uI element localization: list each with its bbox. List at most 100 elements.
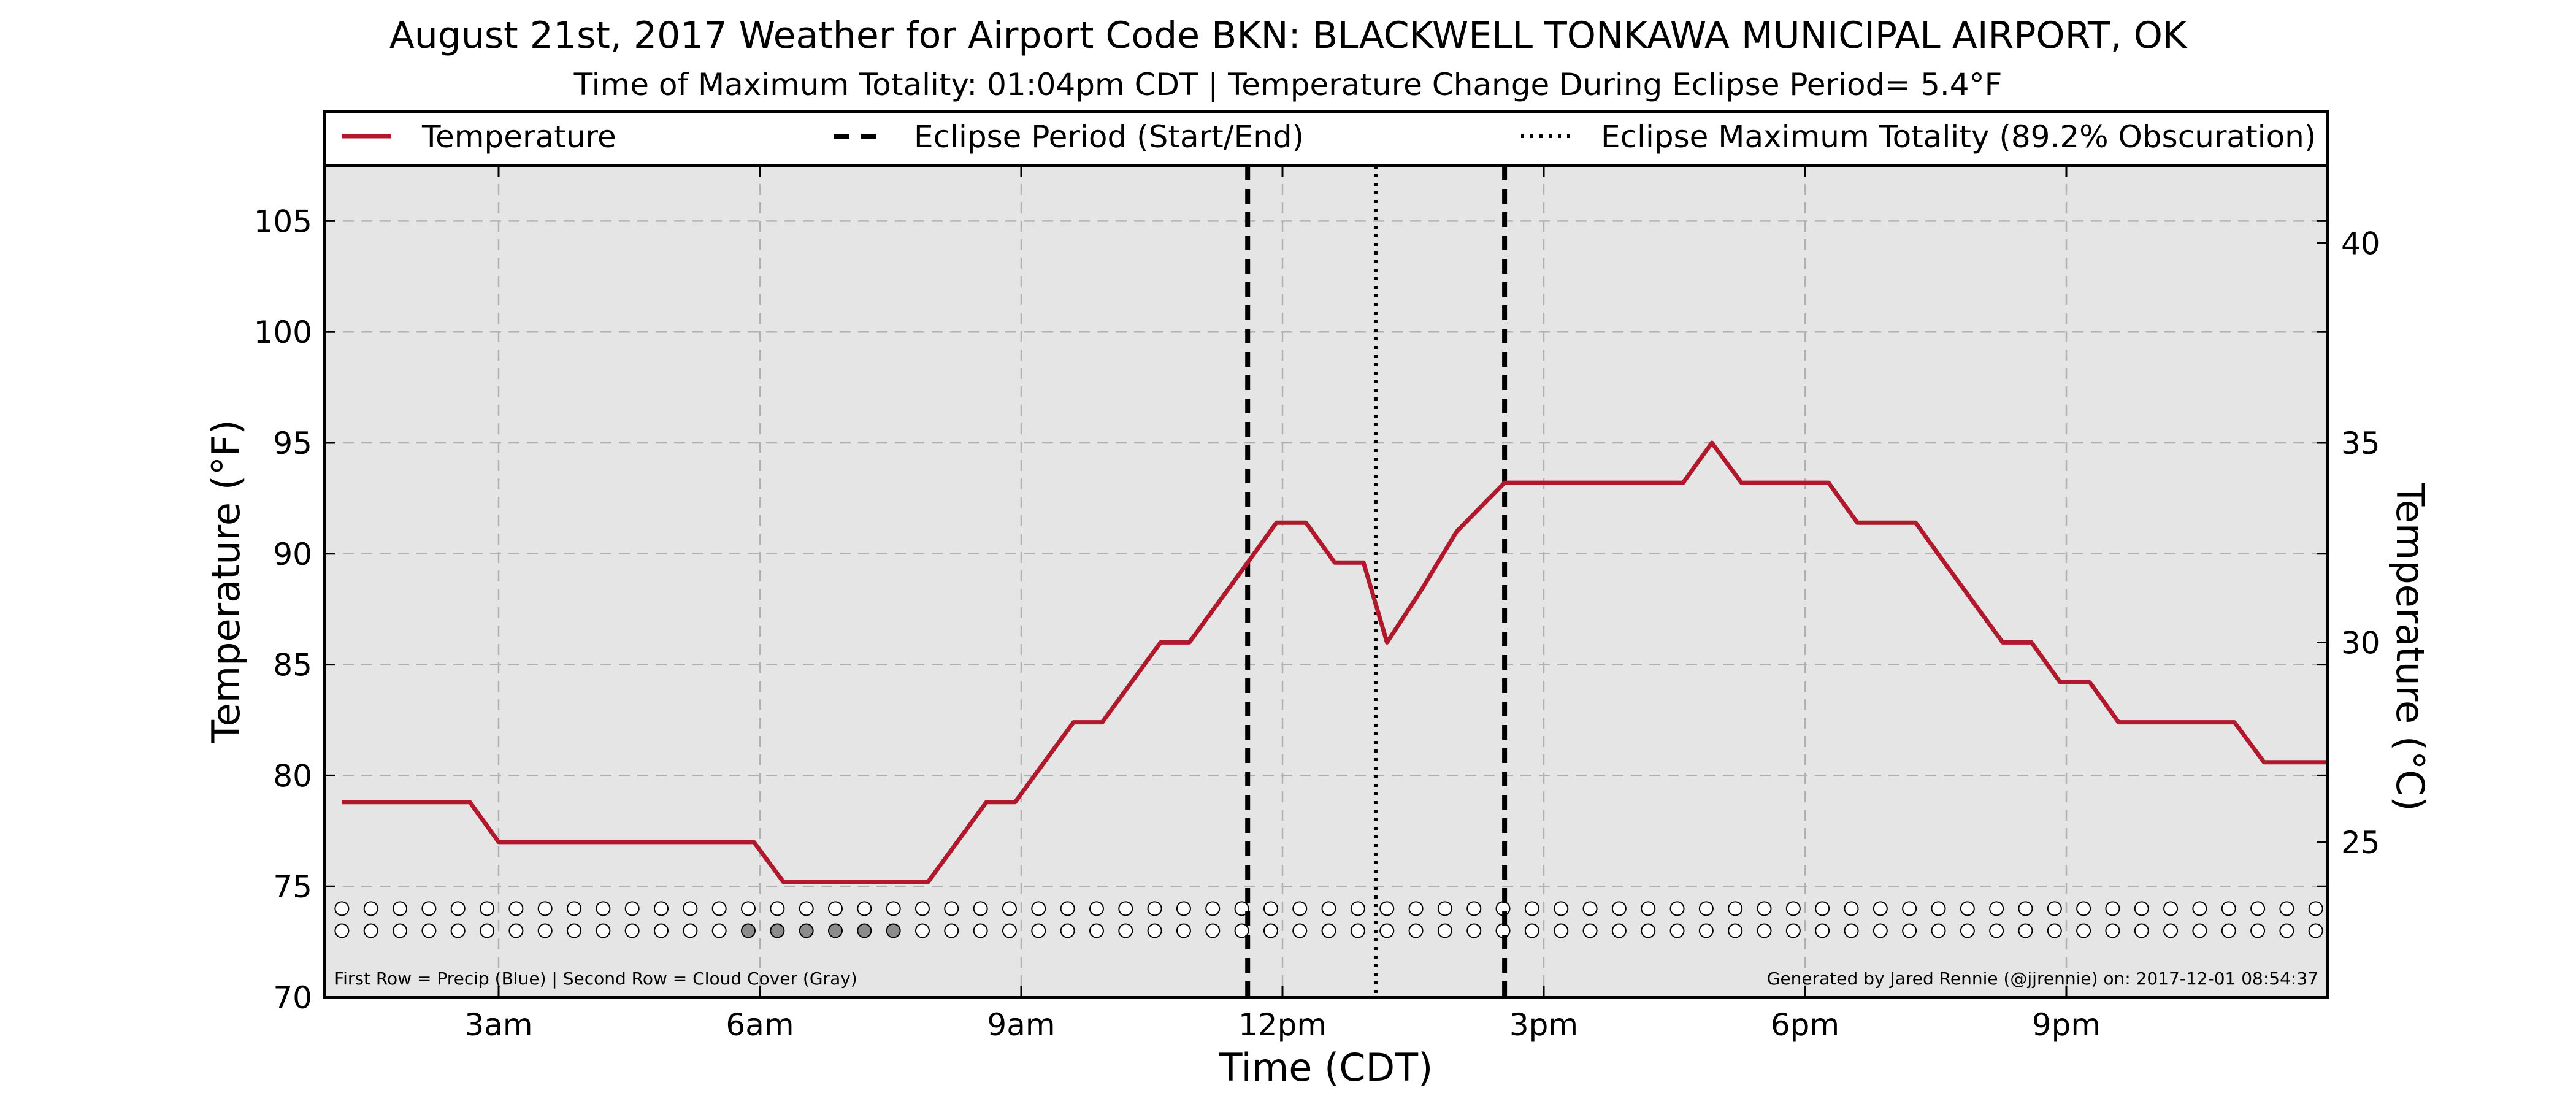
cloud-cover-marker	[2076, 923, 2091, 938]
x-axis-ticks: 3am 6am 9am 12pm 3pm 6pm 9pm	[464, 166, 2101, 1043]
precip-marker	[886, 901, 901, 916]
cloud-cover-marker	[1147, 923, 1162, 938]
x-tick-label: 6pm	[1771, 1007, 1839, 1043]
temperature-series-line	[342, 440, 2328, 884]
cloud-cover-marker	[537, 923, 553, 938]
precip-marker	[741, 901, 756, 916]
cloud-cover-marker	[450, 923, 466, 938]
cloud-cover-marker	[2250, 923, 2266, 938]
precip-marker	[1118, 901, 1133, 916]
precip-marker	[1408, 901, 1424, 916]
cloud-cover-marker	[1611, 923, 1627, 938]
y-tick-label-left: 85	[273, 648, 312, 683]
precip-marker	[363, 901, 378, 916]
cloud-cover-marker	[1176, 923, 1191, 938]
precip-marker	[1205, 901, 1221, 916]
y-axis-left-ticks: 70 75 80 85 90 95 100 105	[254, 204, 2328, 1016]
cloud-cover-marker	[857, 923, 872, 938]
precip-marker	[2134, 901, 2149, 916]
cloud-cover-marker	[1060, 923, 1075, 938]
cloud-cover-marker	[1785, 923, 1801, 938]
cloud-cover-marker	[567, 923, 582, 938]
y-tick-label-left: 105	[254, 204, 312, 239]
cloud-cover-marker	[393, 923, 408, 938]
precip-marker	[944, 901, 959, 916]
x-axis-label: Time (CDT)	[1219, 1045, 1433, 1090]
precip-marker	[1060, 901, 1075, 916]
y-axis-label-left: Temperature (°F)	[204, 420, 248, 743]
precip-marker	[2047, 901, 2062, 916]
legend-label-temperature: Temperature	[421, 119, 616, 155]
precip-marker	[1466, 901, 1482, 916]
cloud-cover-marker	[1118, 923, 1133, 938]
y-tick-label-right: 35	[2341, 426, 2380, 461]
precip-marker	[683, 901, 698, 916]
precip-marker	[1785, 901, 1801, 916]
cloud-cover-marker	[2308, 923, 2323, 938]
cloud-cover-marker	[2192, 923, 2207, 938]
y-tick-label-left: 95	[273, 426, 312, 461]
cloud-cover-marker	[1582, 923, 1598, 938]
cloud-cover-marker	[2134, 923, 2149, 938]
cloud-cover-marker	[1321, 923, 1336, 938]
precip-marker	[1437, 901, 1452, 916]
cloud-cover-marker	[1873, 923, 1888, 938]
cloud-cover-marker	[1757, 923, 1772, 938]
plot-area	[324, 166, 2328, 997]
cloud-cover-marker	[1815, 923, 1830, 938]
cloud-cover-marker	[973, 923, 988, 938]
precip-marker	[2308, 901, 2323, 916]
precip-marker	[450, 901, 466, 916]
cloud-cover-marker	[1205, 923, 1221, 938]
x-tick-label: 9pm	[2032, 1007, 2101, 1043]
precip-marker	[1554, 901, 1569, 916]
precip-marker	[2221, 901, 2236, 916]
precip-marker	[508, 901, 524, 916]
cloud-cover-marker	[1902, 923, 1917, 938]
precip-marker	[2279, 901, 2294, 916]
cloud-cover-marker	[1554, 923, 1569, 938]
cloud-cover-marker	[2279, 923, 2294, 938]
precip-marker	[1698, 901, 1714, 916]
precip-marker	[1379, 901, 1395, 916]
precip-marker	[1902, 901, 1917, 916]
cloud-cover-marker	[770, 923, 785, 938]
precip-marker	[1669, 901, 1685, 916]
cloud-cover-marker	[1931, 923, 1946, 938]
precip-marker	[1757, 901, 1772, 916]
x-tick-label: 12pm	[1238, 1007, 1327, 1043]
cloud-cover-marker	[741, 923, 756, 938]
precip-marker	[654, 901, 669, 916]
y-tick-label-left: 70	[273, 980, 312, 1016]
precip-marker	[2018, 901, 2033, 916]
precip-marker	[2163, 901, 2179, 916]
cloud-cover-marker	[2163, 923, 2179, 938]
cloud-cover-marker	[1408, 923, 1424, 938]
cloud-cover-marker	[1669, 923, 1685, 938]
cloud-cover-marker	[508, 923, 524, 938]
y-tick-label-left: 75	[273, 869, 312, 905]
y-tick-label-left: 100	[254, 315, 312, 350]
legend-label-eclipse-max: Eclipse Maximum Totality (89.2% Obscurat…	[1601, 119, 2316, 155]
precip-marker	[1582, 901, 1598, 916]
cloud-cover-marker	[1466, 923, 1482, 938]
precip-marker	[624, 901, 640, 916]
cloud-cover-marker	[1350, 923, 1365, 938]
y-axis-label-right: Temperature (°C)	[2388, 482, 2432, 811]
cloud-cover-marker	[944, 923, 959, 938]
precip-marker	[1844, 901, 1859, 916]
x-tick-label: 3pm	[1509, 1007, 1578, 1043]
eclipse-lines	[1245, 166, 1508, 997]
cloud-cover-marker	[799, 923, 814, 938]
precip-marker	[1960, 901, 1975, 916]
cloud-cover-marker	[421, 923, 437, 938]
y-tick-label-right: 40	[2341, 226, 2380, 262]
y-tick-label-left: 90	[273, 537, 312, 572]
cloud-cover-marker	[1728, 923, 1743, 938]
precip-marker	[1147, 901, 1162, 916]
cloud-cover-marker	[2018, 923, 2033, 938]
legend-box	[323, 110, 2329, 167]
cloud-cover-marker	[1379, 923, 1395, 938]
cloud-cover-marker	[2047, 923, 2062, 938]
cloud-cover-marker	[1031, 923, 1046, 938]
